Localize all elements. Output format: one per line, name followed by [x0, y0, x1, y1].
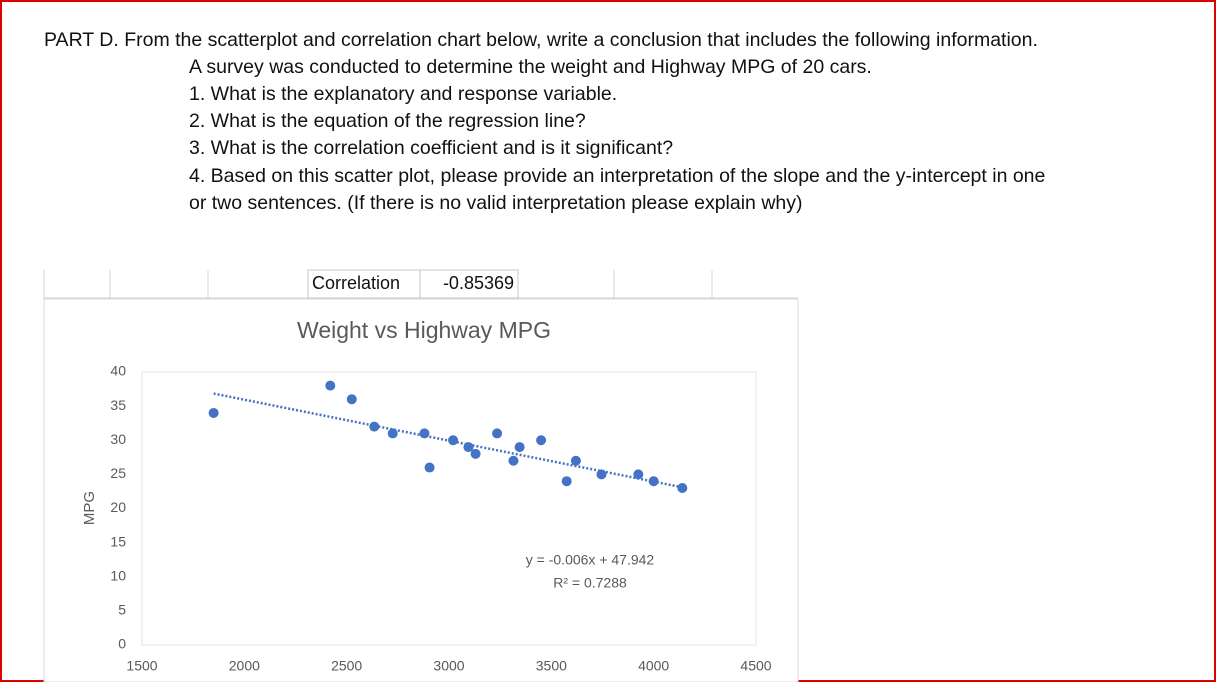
text-line: A survey was conducted to determine the … — [189, 56, 872, 78]
correlation-label: Correlation — [312, 273, 400, 293]
point — [633, 469, 644, 480]
x-tick-label: 3500 — [536, 658, 567, 674]
chart-area — [43, 298, 799, 682]
point — [346, 394, 357, 405]
point — [369, 421, 380, 432]
text-line: 3. What is the correlation coefficient a… — [189, 137, 673, 159]
y-tick-label: 10 — [110, 567, 126, 583]
point — [387, 428, 398, 439]
y-tick-label: 30 — [110, 431, 126, 447]
y-tick-label: 35 — [110, 397, 126, 413]
text-line: or two sentences. (If there is no valid … — [189, 192, 803, 214]
x-tick-label: 2500 — [331, 658, 362, 674]
y-tick-label: 0 — [118, 636, 126, 652]
point — [492, 428, 503, 439]
heading: PART D. From the scatterplot and correla… — [44, 29, 1038, 51]
y-tick-label: 40 — [110, 363, 126, 379]
point — [208, 407, 219, 418]
r-squared: R² = 0.7288 — [553, 575, 627, 591]
point — [648, 476, 659, 487]
correlation-value: -0.85369 — [443, 273, 514, 293]
trendline-equation: y = -0.006x + 47.942 — [526, 552, 655, 568]
point — [424, 462, 435, 473]
y-axis-label: MPG — [81, 491, 98, 525]
point — [536, 435, 547, 446]
y-tick-label: 5 — [118, 602, 126, 618]
x-tick-label: 1500 — [126, 658, 157, 674]
x-tick-label: 4500 — [740, 658, 771, 674]
point — [325, 380, 336, 391]
text-line: 4. Based on this scatter plot, please pr… — [189, 165, 1045, 187]
plot-area — [141, 371, 757, 646]
y-tick-label: 20 — [110, 499, 126, 515]
point — [677, 483, 688, 494]
point — [463, 442, 474, 453]
point — [570, 455, 581, 466]
point — [508, 455, 519, 466]
point — [448, 435, 459, 446]
x-tick-label: 3000 — [433, 658, 464, 674]
y-tick-label: 25 — [110, 465, 126, 481]
x-tick-label: 4000 — [638, 658, 669, 674]
point — [514, 442, 525, 453]
cell — [419, 269, 519, 299]
y-tick-label: 15 — [110, 533, 126, 549]
point — [561, 476, 572, 487]
text-line: 2. What is the equation of the regressio… — [189, 110, 586, 132]
chart-title: Weight vs Highway MPG — [297, 317, 551, 343]
text-line: 1. What is the explanatory and response … — [189, 83, 617, 105]
cell — [307, 269, 421, 299]
point — [596, 469, 607, 480]
x-tick-label: 2000 — [229, 658, 260, 674]
point — [419, 428, 430, 439]
point — [470, 448, 481, 459]
